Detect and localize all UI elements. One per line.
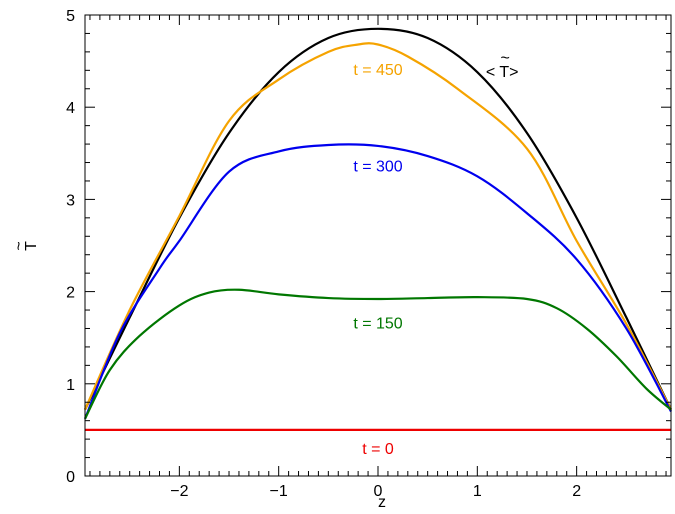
- y-tick-label: 4: [66, 100, 75, 117]
- series-line-t150: [84, 288, 672, 420]
- x-axis-label: z: [378, 494, 386, 511]
- y-tick-label: 2: [66, 285, 75, 302]
- series-line-mean: [84, 27, 672, 411]
- y-tick-label: 3: [66, 192, 75, 209]
- y-axis-label-accent: ~: [11, 241, 28, 250]
- annotation-t150: t = 150: [353, 315, 402, 332]
- tick-layer: [85, 14, 671, 477]
- annotation-t450: t = 450: [353, 62, 402, 79]
- annotation-mean-accent: ~: [500, 50, 509, 67]
- x-tick-label: 2: [572, 483, 581, 500]
- series-line-t300: [83, 143, 672, 420]
- annotation-t0: t = 0: [362, 441, 394, 458]
- label-layer: −2 −1 0 1 2 0 1 2 3 4 5: [66, 8, 581, 500]
- x-tick-label: 0: [374, 483, 383, 500]
- x-tick-label: −1: [270, 483, 288, 500]
- axis-title-layer: z T ~: [11, 241, 386, 511]
- annot-layer: t = 450 t = 300 t = 150 t = 0 < T>~: [353, 50, 518, 458]
- annotation-t300: t = 300: [353, 159, 402, 176]
- series-line-t450: [83, 42, 672, 411]
- y-tick-label: 1: [66, 377, 75, 394]
- y-tick-label: 5: [66, 8, 75, 25]
- x-tick-label: 1: [473, 483, 482, 500]
- plot-frame: [84, 14, 672, 477]
- y-axis-label-text: T: [23, 241, 40, 251]
- y-tick-label: 0: [66, 469, 75, 486]
- x-tick-label: −2: [170, 483, 188, 500]
- annotation-mean: < T>: [486, 64, 519, 81]
- y-axis-label: T ~: [11, 241, 40, 251]
- series-layer: [83, 27, 672, 432]
